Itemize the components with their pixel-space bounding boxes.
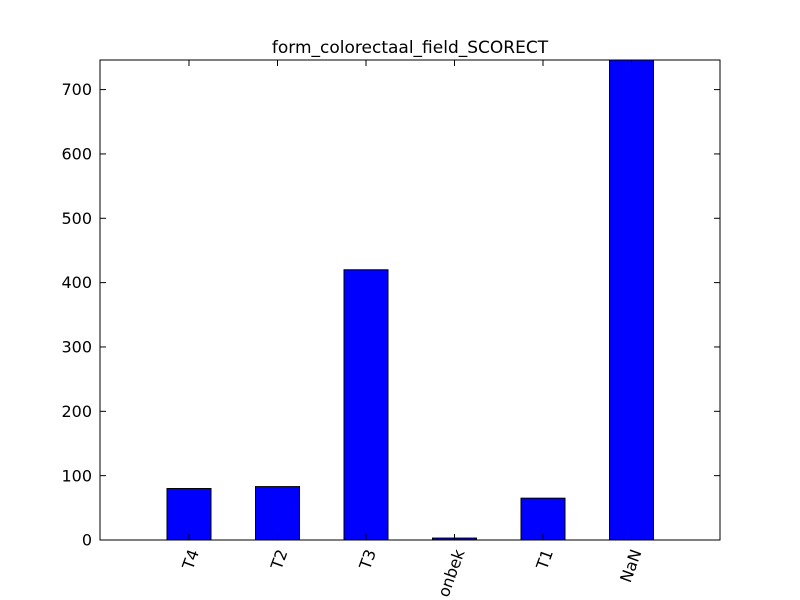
y-tick-label: 200 (61, 402, 92, 421)
y-tick-label: 0 (82, 531, 92, 550)
bar-t1 (520, 497, 566, 541)
y-tick-label: 700 (61, 80, 92, 99)
x-tick-label: T2 (267, 547, 292, 573)
bar-t3 (343, 269, 389, 541)
y-tick-label: 300 (61, 338, 92, 357)
bar-nan (609, 59, 654, 541)
y-tick-label: 600 (61, 145, 92, 164)
plot-frame (99, 59, 721, 541)
x-tick-label: T3 (355, 547, 380, 573)
bars-layer (166, 59, 654, 541)
x-tick-label: onbek (434, 546, 469, 599)
y-tick-label: 500 (61, 209, 92, 228)
y-tick-label: 400 (61, 273, 92, 292)
x-tick-label: NaN (616, 547, 645, 585)
bar-t4 (166, 488, 212, 541)
chart-title: form_colorectaal_field_SCORECT (272, 38, 549, 58)
bar-t2 (255, 486, 300, 541)
x-tick-label: T1 (532, 547, 557, 573)
x-tick-label: T4 (178, 547, 203, 573)
y-tick-label: 100 (61, 466, 92, 485)
